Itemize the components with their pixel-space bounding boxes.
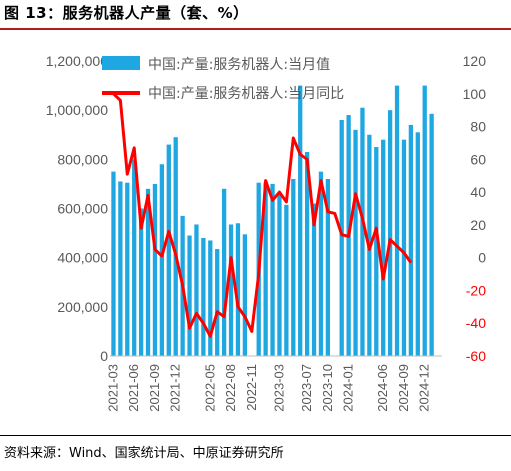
right-tick-label: -20 [466,282,486,298]
bar-2022-06 [215,249,220,356]
bar-2024-07 [387,110,393,357]
bar-2021-12 [173,137,178,356]
bar-2024-08 [394,85,400,357]
bar-2024-09 [401,139,407,356]
bar-2021-04 [118,181,123,356]
right-tick-label: -60 [466,348,486,364]
chart-canvas: 0 200,000 400,000 600,000 800,000 1,000,000 1,… [46,53,487,412]
x-tick-label: 2024-01 [341,364,356,412]
bar-2021-07 [138,208,144,356]
right-tick-label: 100 [463,86,487,102]
bar-2024-11 [415,132,420,356]
right-tick-label: 60 [470,151,486,167]
bar-2022-04 [201,238,206,356]
bar-2024-03 [360,107,365,356]
x-tick-label: 2023-10 [320,364,335,412]
line-series [112,92,413,338]
bar-2023-05 [291,179,296,356]
right-tick-label: 40 [470,184,486,200]
left-tick-label: 200,000 [57,299,108,315]
bar-2023-03 [277,193,282,356]
legend-bar-swatch [102,56,140,70]
bar-2024-10 [408,124,414,357]
figure-title: 图 13：服务机器人产量（套、%） [4,4,249,22]
source-divider [0,435,511,436]
left-tick-label: 400,000 [57,250,108,266]
x-tick-label: 2021-03 [105,364,120,412]
bar-2025-01 [429,113,434,357]
bar-2023-06 [298,85,303,357]
x-tick-label: 2023-03 [271,364,286,412]
left-tick-label: 1,000,000 [46,102,108,118]
bar-2021-03 [111,171,116,356]
bar-2024-12 [422,85,427,357]
bar-2023-09 [318,171,324,356]
bar-2022-03 [194,224,199,356]
source-note: 资料来源：Wind、国家统计局、中原证券研究所 [4,446,284,461]
legend: 中国:产量:服务机器人:当月值 中国:产量:服务机器人:当月同比 [102,56,344,102]
yoy-line [112,92,413,338]
legend-bar-label: 中国:产量:服务机器人:当月值 [148,57,330,73]
x-tick-label: 2024-12 [417,364,432,412]
right-tick-label: 0 [478,250,486,266]
bar-2022-07 [221,188,227,356]
bar-2024-06 [381,139,386,356]
bar-2024-02 [353,129,358,356]
x-tick-label: 2024-06 [375,364,390,412]
x-tick-label: 2022-05 [202,364,217,412]
bar-2023-10 [325,179,331,356]
bar-2023-01 [263,182,268,356]
x-tick-label: 2021-09 [147,364,162,412]
bar-2022-05 [208,240,213,356]
bar-series [111,85,434,357]
bar-2023-07 [304,151,310,356]
bar-2021-11 [166,144,171,356]
bar-2021-10 [159,164,165,356]
x-tick-label: 2023-07 [299,364,314,412]
legend-line-label: 中国:产量:服务机器人:当月同比 [148,86,344,102]
bar-2021-08 [145,188,151,356]
x-axis: 2021-03 2021-06 2021-09 2021-12 2022-05 2022-… [105,355,442,412]
bar-2021-09 [152,183,158,356]
right-tick-label: 120 [463,53,487,69]
left-tick-label: 800,000 [57,151,108,167]
bar-2023-04 [284,204,289,356]
x-tick-label: 2022-08 [223,364,238,412]
x-tick-label: 2022-11 [244,364,259,411]
bar-2023-02 [270,183,275,356]
right-tick-label: 80 [470,119,486,135]
title-underline [0,28,511,30]
right-tick-label: 20 [470,217,486,233]
left-tick-label: 600,000 [57,201,108,217]
left-tick-label: 1,200,000 [46,53,108,69]
left-axis: 0 200,000 400,000 600,000 800,000 1,000,000 1,… [46,53,109,364]
bar-2022-10 [242,234,248,356]
x-tick-label: 2024-09 [396,364,411,412]
bar-2023-12 [339,120,344,356]
x-tick-label: 2021-12 [168,364,183,412]
x-tick-label: 2021-06 [126,364,141,412]
bar-2021-06 [132,159,137,356]
right-axis: -60 -40 -20 0 20 40 60 80 100 120 [463,53,487,364]
bar-2023-08 [311,203,317,356]
right-tick-label: -40 [466,315,486,331]
bar-2022-09 [235,223,241,356]
bar-2024-05 [374,147,379,356]
bar-2021-05 [125,182,130,356]
bar-2022-08 [228,224,234,356]
bar-2022-02 [187,235,192,356]
left-tick-label: 0 [100,348,108,364]
